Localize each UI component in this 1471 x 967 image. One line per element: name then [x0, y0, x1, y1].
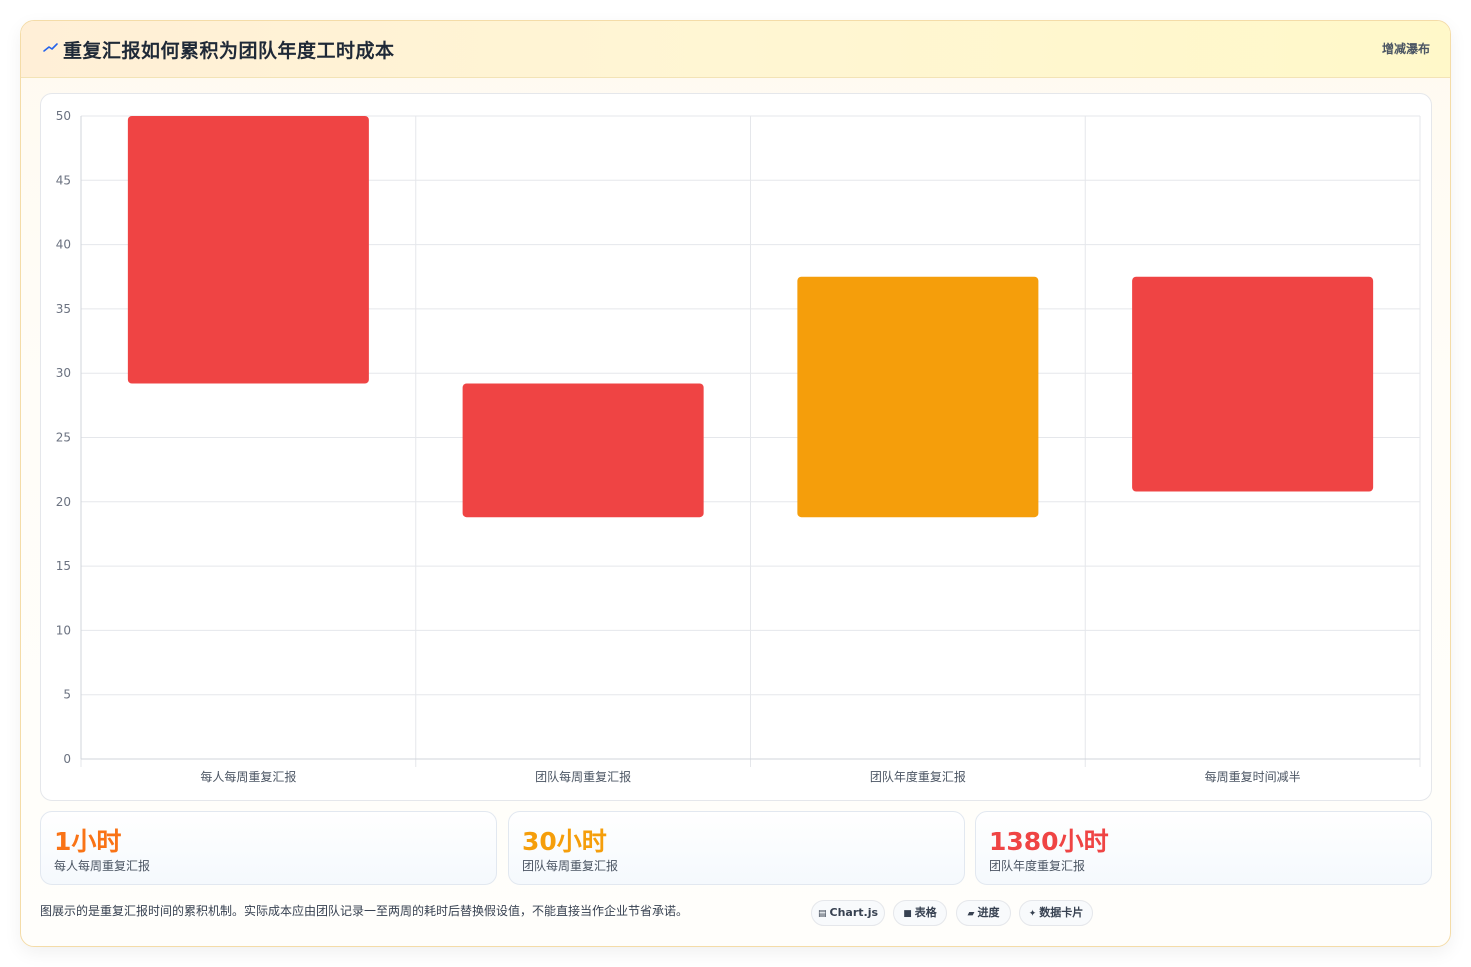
chip-label: 表格 [914, 906, 937, 919]
stat-label: 团队年度重复汇报 [989, 859, 1086, 873]
stat-label: 团队每周重复汇报 [522, 859, 619, 873]
stat-value: 1小时 [54, 827, 122, 856]
trend-line-icon [43, 43, 58, 52]
y-tick-label: 20 [56, 495, 71, 509]
stat-value: 1380小时 [989, 827, 1109, 856]
y-tick-label: 40 [56, 238, 71, 252]
y-tick-label: 30 [56, 366, 71, 380]
chart-icon: ▤ [817, 909, 827, 919]
y-tick-label: 0 [63, 752, 71, 766]
y-tick-label: 5 [63, 688, 71, 702]
chip-label: 进度 [977, 906, 1000, 919]
stat-card-team-weekly: 30小时 团队每周重复汇报 [508, 811, 965, 885]
panel-header: 重复汇报如何累积为团队年度工时成本 增减瀑布 [21, 21, 1450, 78]
x-tick-label: 团队每周重复汇报 [535, 769, 631, 784]
bar [1132, 276, 1374, 492]
waterfall-chart: 0 5 10 15 20 25 30 35 40 45 50 每人每周重复汇报 团队每周重复汇报 团队年度… [56, 109, 1421, 784]
table-icon: ■ [903, 909, 912, 919]
x-tick-label: 团队年度重复汇报 [870, 769, 966, 784]
sparkle-icon: ✦ [1028, 909, 1037, 919]
chip-chartjs[interactable]: ▤ Chart.js [811, 900, 885, 926]
footnote: 图展示的是重复汇报时间的累积机制。实际成本应由团队记录一至两周的耗时后替换假设值… [40, 904, 689, 918]
y-tick-label: 10 [56, 623, 71, 637]
chip-data-card[interactable]: ✦ 数据卡片 [1019, 900, 1093, 926]
x-tick-label: 每人每周重复汇报 [200, 769, 296, 784]
y-tick-label: 15 [56, 559, 71, 573]
bar [462, 383, 704, 518]
y-tick-label: 50 [56, 109, 71, 123]
x-tick-label: 每周重复时间减半 [1205, 769, 1301, 784]
report-panel: 重复汇报如何累积为团队年度工时成本 增减瀑布 0 5 10 15 20 25 30 35 40 4… [20, 20, 1451, 947]
bar [797, 276, 1039, 518]
progress-icon: ▰ [967, 909, 975, 919]
bar [127, 116, 369, 384]
y-tick-label: 35 [56, 302, 71, 316]
y-tick-label: 45 [56, 173, 71, 187]
page-title: 重复汇报如何累积为团队年度工时成本 [63, 40, 395, 62]
stat-card-team-annual: 1380小时 团队年度重复汇报 [975, 811, 1432, 885]
stat-value: 30小时 [522, 827, 607, 856]
stat-card-per-person: 1小时 每人每周重复汇报 [40, 811, 497, 885]
chip-label: Chart.js [829, 906, 879, 919]
chip-table[interactable]: ■ 表格 [893, 900, 947, 926]
chip-progress[interactable]: ▰ 进度 [956, 900, 1011, 926]
chart-card: 0 5 10 15 20 25 30 35 40 45 50 每人每周重复汇报 团队每周重复汇报 团队年度… [40, 93, 1432, 801]
stat-label: 每人每周重复汇报 [54, 859, 151, 873]
chip-label: 数据卡片 [1039, 906, 1084, 919]
y-tick-label: 25 [56, 431, 71, 445]
chart-type-badge: 增减瀑布 [1381, 42, 1430, 56]
